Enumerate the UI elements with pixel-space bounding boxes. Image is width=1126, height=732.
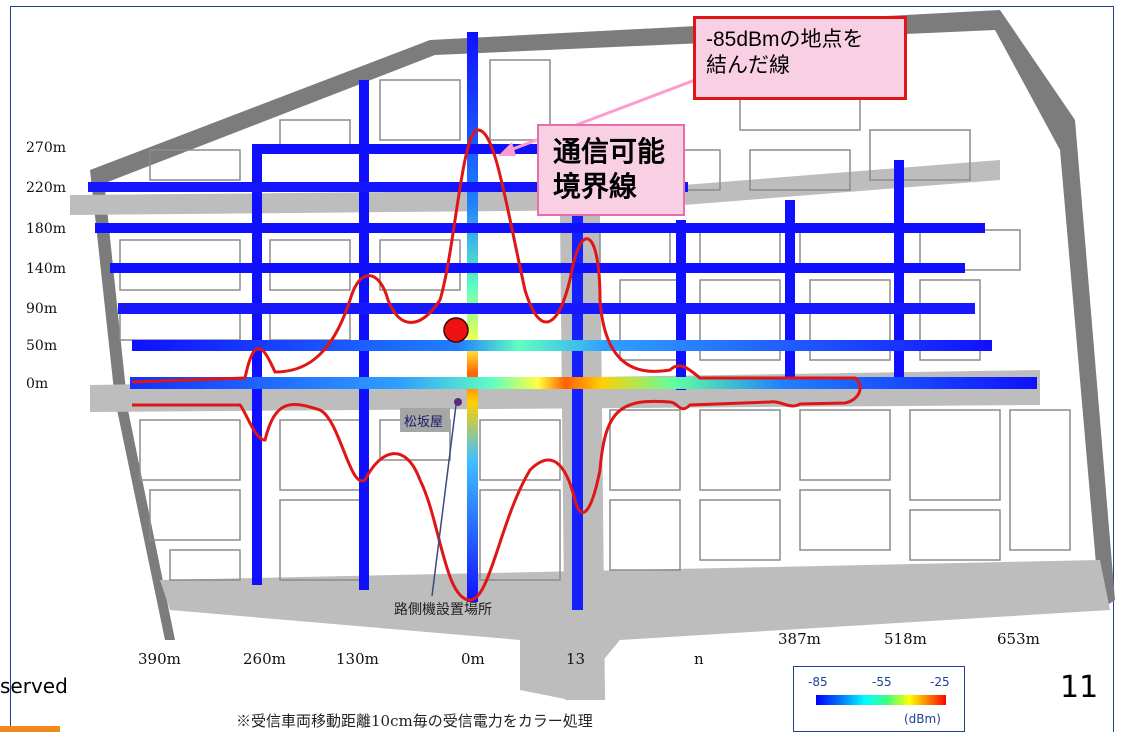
roadside-pointer — [431, 404, 457, 597]
y-label-50: 50m — [26, 338, 57, 354]
city-blocks — [119, 59, 1071, 581]
copyright-fragment: served — [0, 674, 68, 698]
x-label-13: 13 — [566, 650, 585, 668]
bottom-road — [160, 560, 1110, 700]
callout-arrowhead — [498, 142, 516, 156]
signal-lines-horizontal — [88, 144, 1037, 389]
matsuzakaya-marker — [454, 398, 462, 406]
x-label-n: n — [694, 650, 704, 668]
roadside-unit-dot — [443, 317, 469, 343]
landmark-label: 松坂屋 — [404, 415, 443, 430]
main-road-diagonal — [70, 160, 1000, 215]
y-label-0: 0m — [26, 376, 48, 392]
y-label-180: 180m — [26, 221, 66, 237]
callout-boundary: 通信可能 境界線 — [537, 124, 685, 216]
legend-tick-max: -25 — [930, 675, 950, 689]
callout-arrow — [504, 78, 696, 154]
legend-color-bar — [816, 695, 946, 705]
page-number: 11 — [1060, 670, 1099, 705]
boundary-contour — [131, 128, 862, 602]
y-label-220: 220m — [26, 180, 66, 196]
x-label-0: 0m — [461, 650, 485, 668]
landmark-label-box — [400, 408, 450, 432]
orange-accent-rule — [0, 726, 60, 732]
x-label-390: 390m — [138, 650, 181, 668]
x-axis-labels: 390m 260m 130m 0m 13 n 387m 518m 653m — [138, 630, 1040, 668]
y-label-270: 270m — [26, 140, 66, 156]
legend-tick-min: -85 — [808, 675, 828, 689]
roadside-unit-label: 路側機設置場所 — [394, 602, 492, 618]
y-label-90: 90m — [26, 301, 57, 317]
x-label-130: 130m — [336, 650, 379, 668]
callout-boundary-text: 通信可能 境界線 — [553, 136, 666, 202]
callout-85dbm-text: -85dBmの地点を 結んだ線 — [706, 28, 864, 78]
y-axis-labels: 270m 220m 180m 140m 90m 50m 0m — [26, 140, 66, 392]
caption: ※受信車両移動距離10cm毎の受信電力をカラー処理 — [236, 712, 593, 730]
map-frame — [10, 6, 1114, 732]
outer-road-left — [90, 170, 175, 640]
x-label-518: 518m — [884, 630, 927, 648]
y-label-140: 140m — [26, 261, 66, 277]
color-legend: -85 -55 -25 (dBm) — [793, 666, 965, 732]
legend-unit: (dBm) — [904, 712, 941, 726]
x-label-387: 387m — [778, 630, 821, 648]
x-label-653: 653m — [997, 630, 1040, 648]
x-label-260: 260m — [243, 650, 286, 668]
callout-85dbm-line: -85dBmの地点を 結んだ線 — [693, 16, 907, 100]
legend-tick-mid: -55 — [872, 675, 892, 689]
